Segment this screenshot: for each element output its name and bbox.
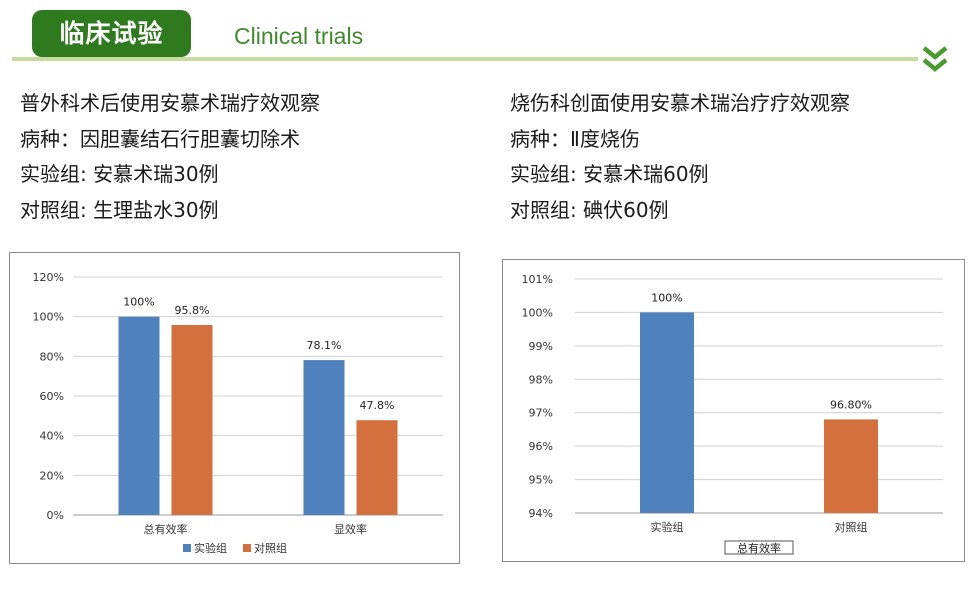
data-label: 100% <box>123 296 154 309</box>
right-study-disease: 病种：Ⅱ度烧伤 <box>510 126 640 151</box>
data-label: 100% <box>651 291 682 304</box>
left-study-info: 普外科术后使用安慕术瑞疗效观察 病种：因胆囊结石行胆囊切除术 实验组: 安慕术瑞… <box>20 86 320 228</box>
left-study-disease: 病种：因胆囊结石行胆囊切除术 <box>20 126 300 151</box>
x-axis-title-box <box>724 540 794 555</box>
x-category-label: 实验组 <box>651 520 684 534</box>
y-tick-label: 40% <box>40 430 64 443</box>
bar-test <box>640 312 694 513</box>
data-label: 47.8% <box>360 399 395 412</box>
legend-swatch <box>243 544 251 552</box>
left-study-test-group: 实验组: 安慕术瑞30例 <box>20 162 219 186</box>
y-tick-label: 100% <box>33 311 64 324</box>
left-study-title: 普外科术后使用安慕术瑞疗效观察 <box>20 91 320 115</box>
y-tick-label: 120% <box>33 271 64 284</box>
y-tick-label: 99% <box>529 340 553 353</box>
right-chart-svg: 94% 95% 96% 97% 98% 99% 100% 101% 100% 实验组 96.80% 对… <box>522 273 943 555</box>
y-tick-label: 100% <box>522 306 553 319</box>
section-title-badge: 临床试验 <box>32 10 191 57</box>
data-label: 96.80% <box>830 398 872 411</box>
y-tick-label: 98% <box>529 373 553 386</box>
double-chevron-down-icon <box>922 46 948 72</box>
y-tick-label: 97% <box>529 407 553 420</box>
legend-swatch <box>183 544 191 552</box>
data-label: 78.1% <box>307 339 342 352</box>
left-chart-svg: 0% 20% 40% 60% 80% 100% 120% 总有效率 100% 95.8% 显效率 78… <box>33 271 443 555</box>
right-study-info: 烧伤科创面使用安慕术瑞治疗疗效观察 病种：Ⅱ度烧伤 实验组: 安慕术瑞60例 对… <box>510 86 850 228</box>
legend-label: 对照组 <box>254 541 287 555</box>
bar-test <box>118 316 160 515</box>
right-study-title: 烧伤科创面使用安慕术瑞治疗疗效观察 <box>510 91 850 115</box>
y-tick-label: 94% <box>529 507 553 520</box>
x-category-label: 总有效率 <box>144 522 188 536</box>
right-study-control-group: 对照组: 碘伏60例 <box>510 197 669 222</box>
bar-test <box>303 360 345 515</box>
x-axis-title: 总有效率 <box>737 541 781 555</box>
y-tick-label: 96% <box>529 440 553 453</box>
bar-control <box>356 420 398 515</box>
data-label: 95.8% <box>175 304 210 317</box>
y-tick-label: 101% <box>522 273 553 286</box>
y-tick-label: 0% <box>47 509 64 522</box>
left-study-control-group: 对照组: 生理盐水30例 <box>20 197 219 222</box>
left-bar-chart: 0% 20% 40% 60% 80% 100% 120% 总有效率 100% 95.8% 显效率 78… <box>9 252 460 564</box>
x-category-label: 对照组 <box>835 520 868 534</box>
bar-control <box>824 419 878 513</box>
section-subtitle: Clinical trials <box>234 23 364 49</box>
bar-control <box>171 324 213 515</box>
y-tick-label: 20% <box>40 469 64 482</box>
y-tick-label: 80% <box>40 350 64 363</box>
y-tick-label: 60% <box>40 390 64 403</box>
header-divider <box>12 57 918 61</box>
right-bar-chart: 94% 95% 96% 97% 98% 99% 100% 101% 100% 实验组 96.80% 对… <box>502 259 965 562</box>
right-study-test-group: 实验组: 安慕术瑞60例 <box>510 162 709 186</box>
x-category-label: 显效率 <box>334 522 367 536</box>
y-tick-label: 95% <box>529 474 553 487</box>
legend-label: 实验组 <box>194 541 227 555</box>
